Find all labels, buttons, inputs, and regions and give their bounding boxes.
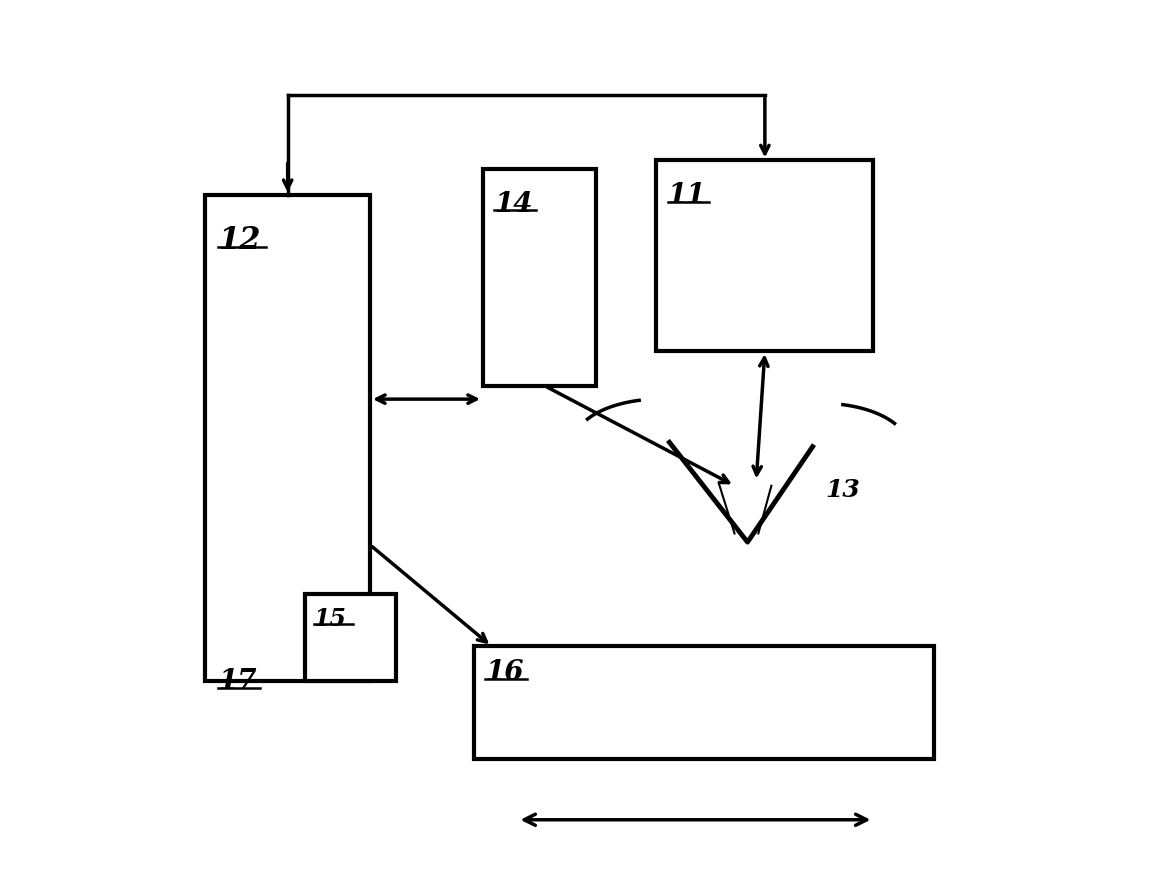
FancyBboxPatch shape [656,160,873,351]
Text: 14: 14 [494,191,533,218]
Text: 13: 13 [825,478,861,502]
Text: 12: 12 [218,225,261,257]
Text: 15: 15 [313,607,346,632]
FancyBboxPatch shape [474,646,935,759]
Text: 11: 11 [668,182,707,209]
Text: 16: 16 [486,660,524,686]
FancyBboxPatch shape [205,195,370,681]
Text: 17: 17 [218,668,257,695]
FancyBboxPatch shape [483,169,595,386]
FancyBboxPatch shape [305,594,396,681]
